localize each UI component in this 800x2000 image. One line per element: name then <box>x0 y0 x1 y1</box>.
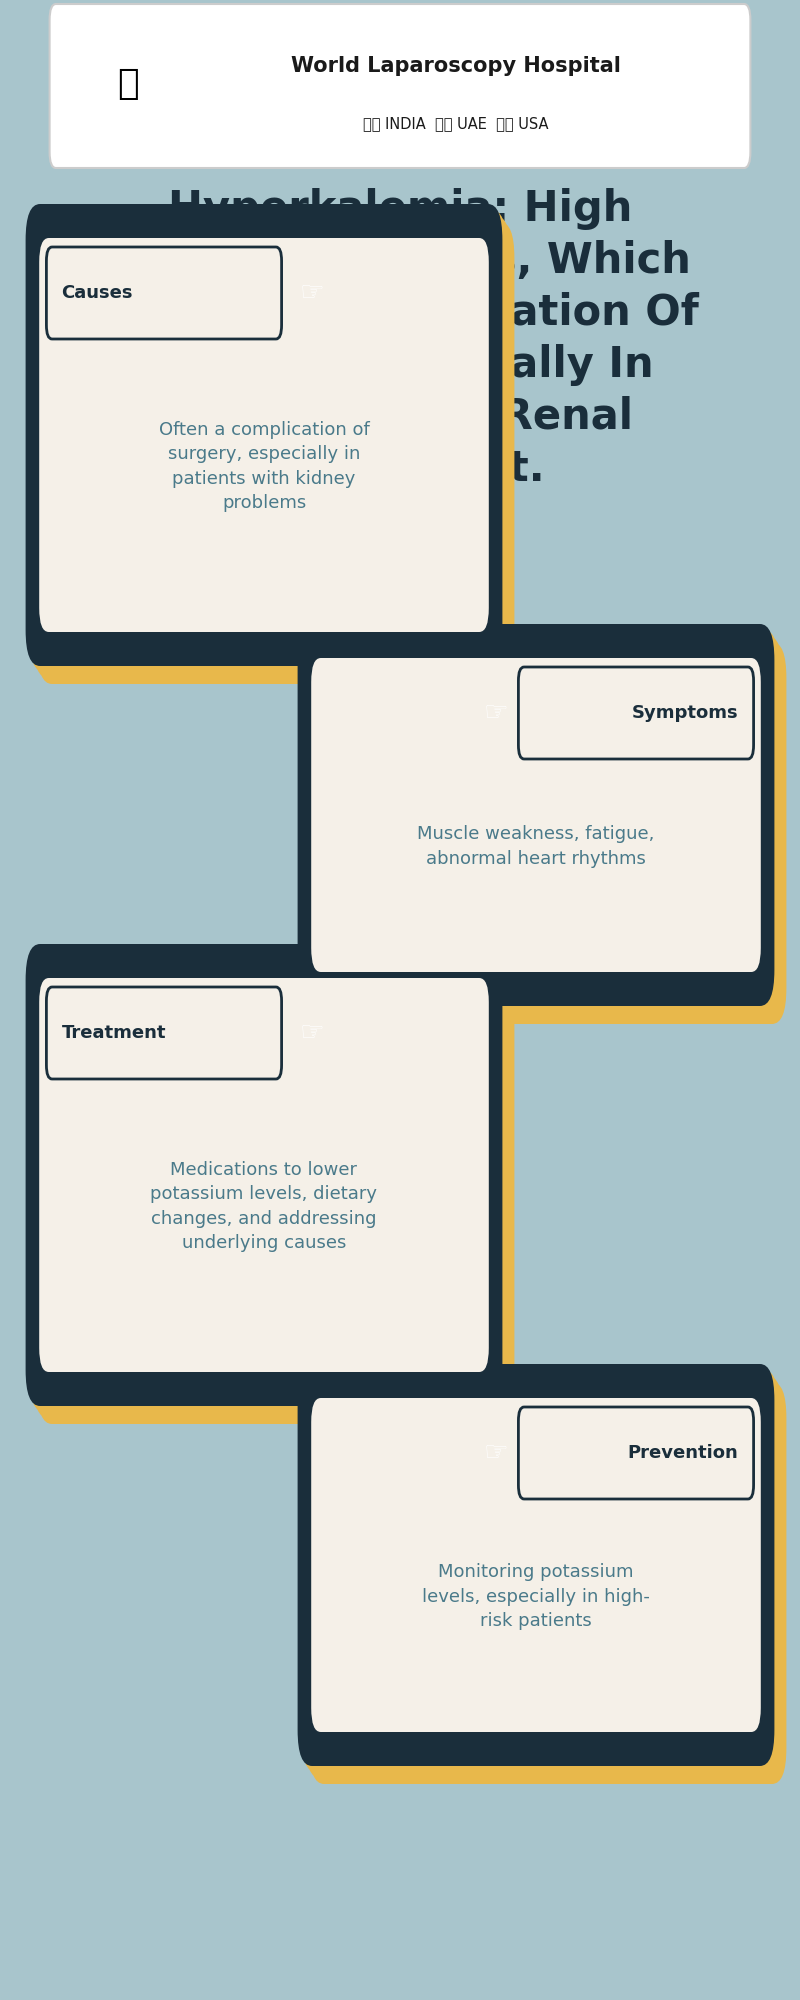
FancyBboxPatch shape <box>39 238 489 632</box>
Text: ☞: ☞ <box>483 698 509 726</box>
FancyBboxPatch shape <box>306 1376 782 1778</box>
FancyBboxPatch shape <box>46 246 282 338</box>
Text: World Laparoscopy Hospital: World Laparoscopy Hospital <box>291 56 621 76</box>
FancyBboxPatch shape <box>302 630 778 1012</box>
Text: Causes: Causes <box>62 284 133 302</box>
FancyBboxPatch shape <box>310 1382 786 1784</box>
Text: Treatment: Treatment <box>62 1024 166 1042</box>
Text: Muscle weakness, fatigue,
abnormal heart rhythms: Muscle weakness, fatigue, abnormal heart… <box>418 826 654 868</box>
FancyBboxPatch shape <box>30 210 506 672</box>
Text: Prevention: Prevention <box>628 1444 738 1462</box>
FancyBboxPatch shape <box>38 222 514 684</box>
FancyBboxPatch shape <box>311 1398 761 1732</box>
FancyBboxPatch shape <box>310 642 786 1024</box>
FancyBboxPatch shape <box>26 204 502 666</box>
FancyBboxPatch shape <box>311 658 761 972</box>
Text: 🏥: 🏥 <box>117 66 139 100</box>
FancyBboxPatch shape <box>298 1364 774 1766</box>
FancyBboxPatch shape <box>302 1370 778 1772</box>
Text: Medications to lower
potassium levels, dietary
changes, and addressing
underlyin: Medications to lower potassium levels, d… <box>150 1162 378 1252</box>
Text: ☞: ☞ <box>483 1440 509 1468</box>
Text: Often a complication of
surgery, especially in
patients with kidney
problems: Often a complication of surgery, especia… <box>158 422 370 512</box>
FancyBboxPatch shape <box>34 216 510 678</box>
Text: 🇮🇳 INDIA  🇦🇪 UAE  🇺🇸 USA: 🇮🇳 INDIA 🇦🇪 UAE 🇺🇸 USA <box>363 116 549 132</box>
Text: Hyperkalemia: High
Potassium Levels, Which
Can Be A Complication Of
Surgery, Esp: Hyperkalemia: High Potassium Levels, Whi… <box>101 188 699 490</box>
FancyBboxPatch shape <box>298 624 774 1006</box>
Text: Monitoring potassium
levels, especially in high-
risk patients: Monitoring potassium levels, especially … <box>422 1564 650 1630</box>
FancyBboxPatch shape <box>518 1408 754 1500</box>
FancyBboxPatch shape <box>306 636 782 1018</box>
FancyBboxPatch shape <box>30 950 506 1412</box>
Text: ☞: ☞ <box>299 1020 325 1048</box>
FancyBboxPatch shape <box>46 988 282 1080</box>
Text: ☞: ☞ <box>299 278 325 306</box>
FancyBboxPatch shape <box>38 962 514 1424</box>
FancyBboxPatch shape <box>26 944 502 1406</box>
FancyBboxPatch shape <box>39 978 489 1372</box>
FancyBboxPatch shape <box>50 4 750 168</box>
FancyBboxPatch shape <box>518 666 754 758</box>
FancyBboxPatch shape <box>34 956 510 1418</box>
Text: Symptoms: Symptoms <box>632 704 738 722</box>
